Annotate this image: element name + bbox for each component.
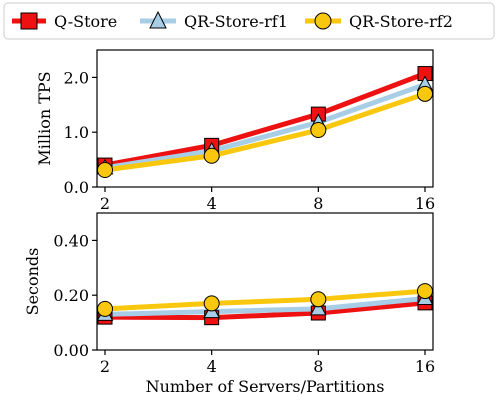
y-tick-label: 0.20: [53, 286, 89, 305]
plot-frame: [96, 212, 434, 351]
throughput-panel: 0.0 1.0 2.0 2 4 8 16 Million TPS: [35, 49, 435, 213]
x-axis-title: Number of Servers/Partitions: [146, 377, 385, 396]
legend-frame: [3, 2, 495, 40]
x-tick-label: 16: [415, 357, 435, 376]
data-point-circle: [310, 122, 327, 139]
data-point-circle: [203, 295, 220, 312]
series-line-qr-store-rf2: [102, 91, 428, 173]
legend-entry-qr-store-rf2: QR-Store-rf2: [305, 12, 453, 31]
series-line-q-store: [102, 71, 428, 168]
series-line-qr-store-rf1: [102, 82, 428, 171]
y-tick-label: 0.0: [64, 178, 89, 197]
series-line-qr-store-rf1: [102, 295, 428, 317]
x-tick-label: 4: [207, 194, 217, 213]
y-axis-title: Million TPS: [35, 71, 54, 165]
legend-label: Q-Store: [54, 12, 117, 31]
x-tick-label: 2: [100, 357, 110, 376]
y-tick-label: 0.40: [53, 231, 89, 250]
x-tick-label: 8: [313, 357, 323, 376]
x-tick-label: 16: [415, 194, 435, 213]
series-line-qr-store-rf2: [102, 288, 428, 312]
data-point-circle: [417, 85, 433, 102]
y-tick-label: 1.0: [64, 123, 89, 142]
x-tick-label: 8: [313, 194, 323, 213]
y-tick-label: 2.0: [64, 68, 89, 87]
legend-label: QR-Store-rf1: [184, 12, 288, 31]
y-axis-title: Seconds: [23, 248, 42, 316]
legend-triangle-marker: [149, 10, 167, 29]
legend-square-marker: [20, 12, 38, 30]
latency-panel: 0.00 0.20 0.40 2 4 8 16 Seconds Number of Server…: [23, 212, 435, 396]
data-point-triangle: [309, 299, 327, 316]
data-point-circle: [417, 283, 433, 300]
data-point-circle: [310, 291, 327, 308]
legend-entry-q-store: Q-Store: [12, 12, 117, 31]
legend-entry-qr-store-rf1: QR-Store-rf1: [140, 10, 288, 31]
x-tick-label: 4: [207, 357, 217, 376]
y-tick-label: 0.00: [53, 341, 89, 360]
legend-label: QR-Store-rf2: [349, 12, 453, 31]
plot-frame: [96, 49, 434, 188]
series-line-q-store: [102, 300, 428, 321]
data-point-circle: [203, 147, 220, 164]
data-point-circle: [97, 300, 113, 317]
x-tick-label: 2: [100, 194, 110, 213]
legend-circle-marker: [314, 12, 332, 30]
legend: Q-Store QR-Store-rf1 QR-Store-rf2: [3, 2, 495, 40]
data-point-circle: [97, 162, 113, 179]
